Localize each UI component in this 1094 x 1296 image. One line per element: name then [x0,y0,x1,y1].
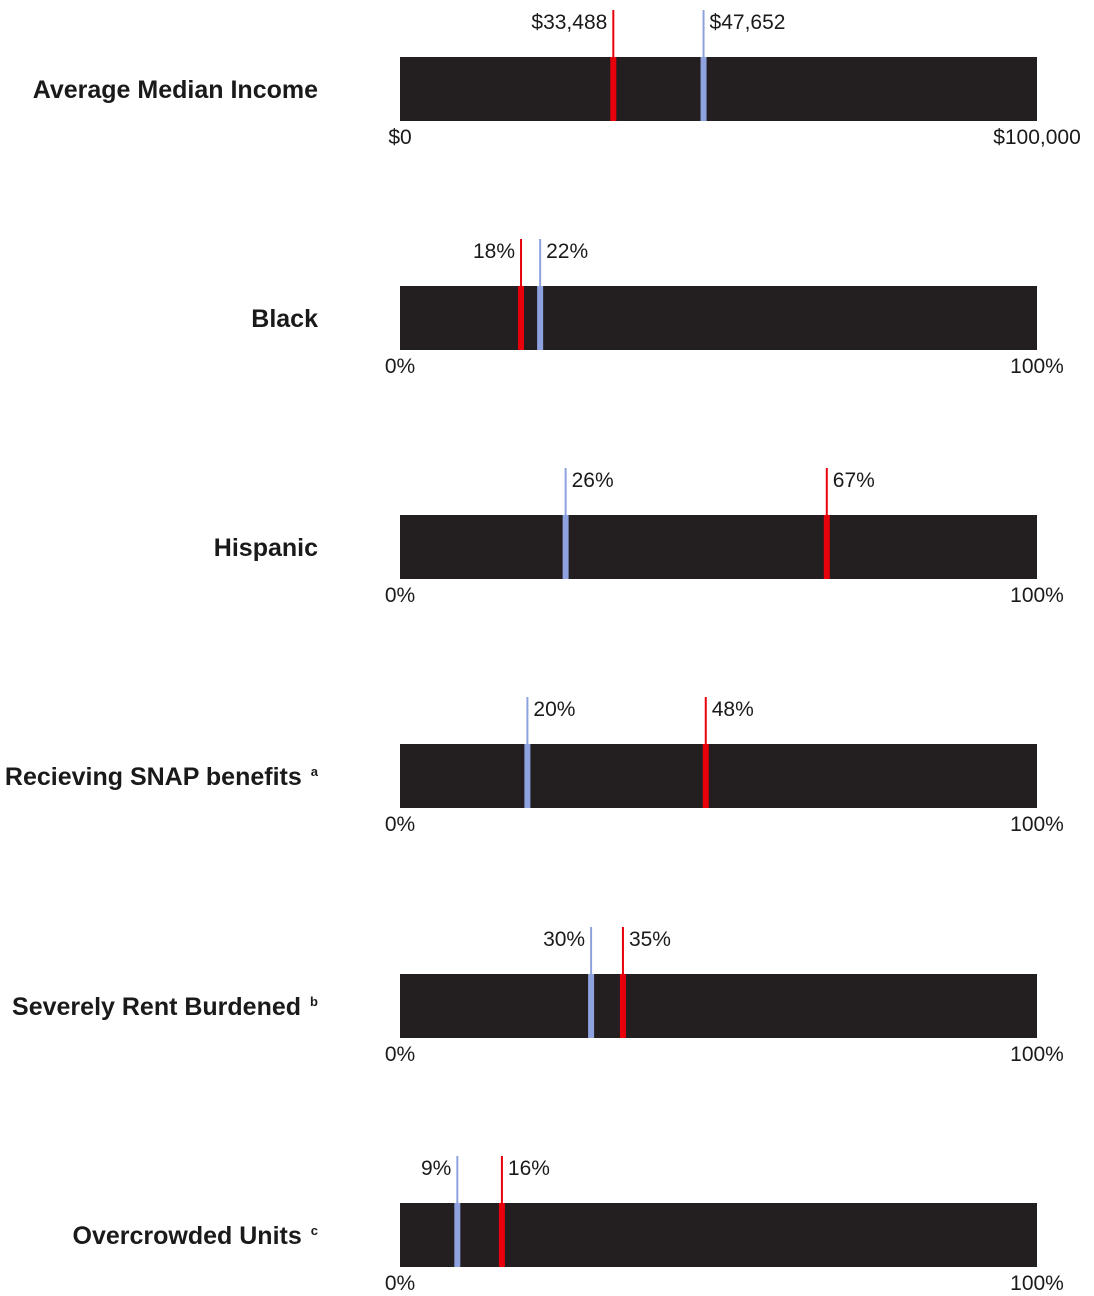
range-bar [400,1203,1037,1267]
blue-marker [562,515,569,579]
blue-marker [524,744,531,808]
red-marker-label: 67% [833,469,875,492]
axis-min-label: 0% [385,355,415,378]
blue-marker-label: 9% [421,1157,451,1180]
blue-marker [588,974,595,1038]
row-label: Overcrowded Units c [73,1222,318,1250]
red-marker-label: 16% [508,1157,550,1180]
blue-marker [700,57,707,121]
axis-min-label: 0% [385,1043,415,1066]
red-marker-label: 18% [473,240,515,263]
blue-marker-label: 20% [533,698,575,721]
red-marker [518,286,525,350]
axis-min-label: $0 [388,126,411,149]
axis-max-label: 100% [1010,813,1064,836]
axis-max-label: 100% [1010,1272,1064,1295]
axis-max-label: 100% [1010,1043,1064,1066]
red-marker [823,515,830,579]
blue-marker-label: 26% [572,469,614,492]
row-label: Recieving SNAP benefits a [5,763,319,791]
red-marker-label: 48% [712,698,754,721]
red-marker [610,57,617,121]
range-bar [400,974,1037,1038]
row-label-text: Severely Rent Burdened [12,993,301,1021]
axis-max-label: 100% [1010,584,1064,607]
row-label: Severely Rent Burdened b [12,993,318,1021]
axis-min-label: 0% [385,813,415,836]
red-marker [619,974,626,1038]
blue-marker [537,286,544,350]
axis-max-label: $100,000 [993,126,1081,149]
axis-max-label: 100% [1010,355,1064,378]
footnote-marker: c [311,1223,318,1238]
footnote-marker: a [311,764,319,779]
axis-min-label: 0% [385,584,415,607]
red-marker [498,1203,505,1267]
red-marker-label: 35% [629,928,671,951]
axis-min-label: 0% [385,1272,415,1295]
row-label: Hispanic [214,534,318,562]
row-label: Average Median Income [33,76,318,104]
blue-marker [454,1203,461,1267]
range-bar [400,57,1037,121]
red-marker [702,744,709,808]
red-marker-label: $33,488 [531,11,607,34]
blue-marker-label: 30% [543,928,585,951]
range-bar [400,515,1037,579]
row-label-text: Hispanic [214,534,318,562]
row-label-text: Average Median Income [33,76,318,104]
row-label-text: Overcrowded Units [73,1222,302,1250]
row-label: Black [251,305,318,333]
range-bar [400,286,1037,350]
footnote-marker: b [310,994,318,1009]
row-label-text: Black [251,305,318,333]
range-bar [400,744,1037,808]
row-label-text: Recieving SNAP benefits [5,763,302,791]
blue-marker-label: 22% [546,240,588,263]
blue-marker-label: $47,652 [710,11,786,34]
